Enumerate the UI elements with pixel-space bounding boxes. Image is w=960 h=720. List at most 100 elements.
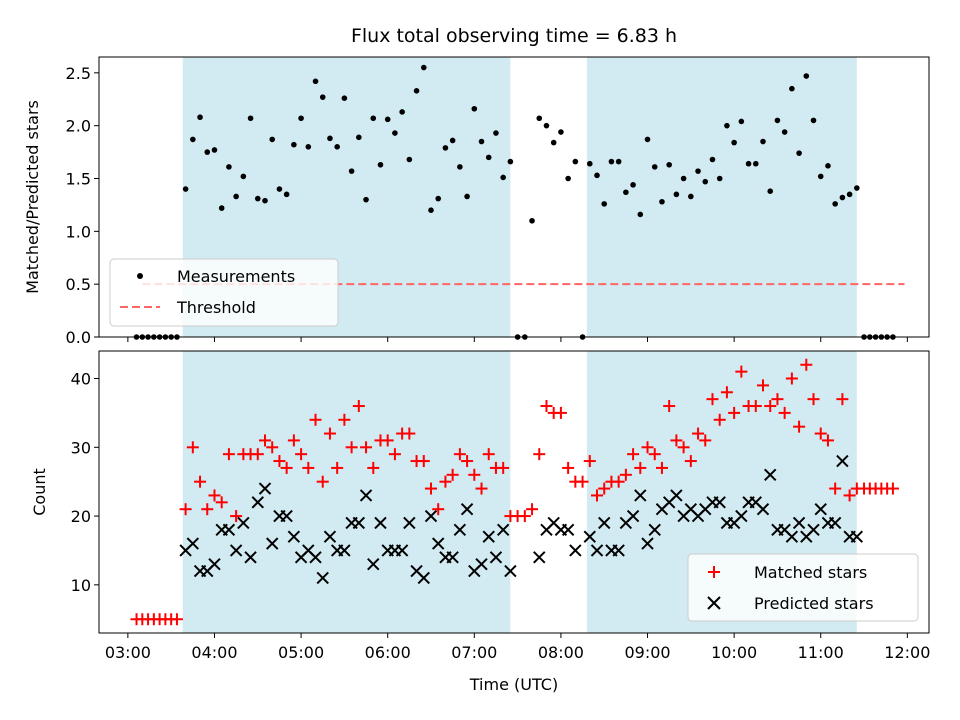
predicted-star-marker — [403, 516, 416, 530]
predicted-star-marker — [764, 468, 777, 482]
measurement-point — [666, 161, 672, 168]
measurement-point — [254, 195, 261, 202]
y-tick-label: 2.5 — [66, 64, 91, 83]
matched-star-marker — [641, 441, 654, 454]
legend-label-measurements: Measurements — [177, 267, 295, 286]
predicted-star-marker — [626, 509, 640, 523]
predicted-star-marker — [504, 564, 517, 578]
measurement-point — [565, 175, 571, 182]
measurement-point — [543, 122, 550, 129]
matched-star-marker — [215, 496, 228, 509]
matched-star-marker — [562, 461, 575, 474]
y-tick-label: 0.5 — [66, 275, 91, 294]
matched-star-marker — [453, 448, 466, 461]
matched-star-points — [130, 358, 899, 626]
top-panel: 0.0 0.5 1.0 1.5 2.0 2.5 Matched/Predicted sta… — [23, 56, 930, 347]
y-tick-label: 1.0 — [66, 222, 91, 241]
measurement-point — [529, 217, 535, 224]
measurement-point — [745, 160, 752, 167]
predicted-star-marker — [756, 502, 770, 516]
matched-star-marker — [800, 358, 813, 371]
predicted-star-marker — [583, 530, 596, 543]
bottom-x-ticks: 03:00 04:00 05:00 06:00 07:00 08:00 09:00 10:00… — [105, 633, 930, 662]
predicted-star-marker — [251, 496, 264, 509]
predicted-star-marker — [641, 537, 654, 550]
x-tick-label: 03:00 — [105, 643, 151, 662]
predicted-star-marker — [280, 509, 293, 523]
measurement-point — [182, 186, 189, 192]
predicted-star-marker — [533, 551, 546, 564]
measurement-point — [615, 158, 622, 165]
predicted-star-marker — [417, 571, 430, 585]
matched-star-marker — [655, 461, 668, 474]
measurement-point — [586, 160, 593, 167]
measurement-point — [226, 164, 232, 170]
matched-star-marker — [706, 393, 719, 406]
matched-star-marker — [302, 461, 315, 474]
matched-star-marker — [771, 393, 784, 406]
measurement-point — [796, 150, 802, 156]
measurement-point — [507, 158, 514, 165]
x-tick-label: 05:00 — [278, 643, 324, 662]
x-tick-label: 11:00 — [798, 643, 844, 662]
measurement-point — [601, 201, 608, 207]
matched-star-marker — [381, 434, 394, 447]
bottom-legend-box — [687, 553, 919, 622]
measurement-point — [846, 191, 853, 198]
matched-star-marker — [497, 461, 510, 474]
measurement-point — [291, 141, 297, 148]
measurement-point — [204, 149, 211, 155]
measurement-point — [659, 198, 665, 205]
y-tick-label: 0.0 — [66, 328, 91, 347]
measurement-point — [413, 88, 420, 94]
matched-star-marker — [829, 482, 842, 495]
matched-star-marker — [468, 468, 481, 481]
x-tick-label: 06:00 — [365, 643, 411, 662]
matched-star-marker — [170, 613, 183, 626]
matched-star-marker — [309, 413, 322, 426]
y-tick-label: 10 — [71, 576, 91, 595]
measurement-point — [449, 137, 456, 144]
matched-star-marker — [728, 406, 741, 419]
legend-dot-marker — [137, 273, 143, 279]
y-tick-label: 2.0 — [66, 117, 91, 136]
predicted-star-marker — [612, 544, 625, 557]
matched-star-marker — [360, 441, 373, 454]
matched-star-marker — [634, 461, 647, 474]
measurement-point — [262, 197, 268, 204]
predicted-star-marker — [814, 502, 827, 516]
predicted-star-marker — [836, 454, 849, 468]
matched-star-marker — [778, 406, 791, 419]
measurement-point — [377, 161, 384, 168]
matched-star-marker — [425, 482, 437, 495]
matched-star-marker — [432, 503, 445, 516]
matched-star-marker — [367, 461, 380, 474]
legend-label-predicted: Predicted stars — [754, 594, 874, 613]
matched-star-marker — [251, 448, 264, 461]
measurement-point — [406, 156, 413, 163]
measurement-point — [384, 116, 391, 123]
measurement-point — [716, 175, 723, 182]
measurement-point — [442, 145, 449, 151]
measurement-point — [211, 147, 218, 153]
predicted-star-marker — [792, 516, 806, 530]
measurement-point — [789, 85, 795, 92]
measurement-point — [702, 178, 709, 185]
shaded-span-1 — [586, 57, 857, 337]
predicted-star-marker — [359, 489, 373, 502]
measurement-point — [854, 185, 860, 191]
matched-star-marker — [713, 413, 726, 426]
measurement-point — [240, 173, 247, 180]
measurement-point — [536, 115, 543, 122]
measurement-point — [319, 94, 326, 100]
measurement-point — [738, 118, 745, 125]
predicted-star-marker — [713, 496, 726, 509]
measurement-point — [420, 64, 427, 71]
legend-x-marker — [707, 596, 721, 610]
matched-star-marker — [554, 406, 567, 419]
measurement-point — [623, 189, 629, 196]
y-tick-label: 1.5 — [66, 170, 91, 189]
measurement-point — [839, 194, 846, 201]
predicted-star-marker — [828, 516, 842, 530]
